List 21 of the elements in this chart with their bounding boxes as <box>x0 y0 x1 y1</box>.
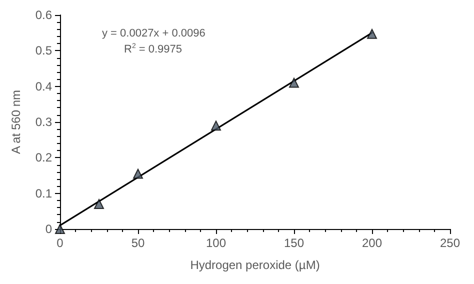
point <box>289 78 299 88</box>
y-tick-label: 0.5 <box>35 44 52 58</box>
y-tick-label: 0.6 <box>35 8 52 22</box>
x-tick-label: 100 <box>206 236 226 250</box>
y-tick-label: 0.2 <box>35 150 52 165</box>
point <box>133 168 143 179</box>
x-tick-label: 50 <box>131 236 145 250</box>
x-tick-label: 250 <box>440 236 460 250</box>
y-tick-label: 0.1 <box>35 186 52 200</box>
y-tick-label: 0.3 <box>35 115 52 129</box>
x-tick-label: 200 <box>362 236 382 250</box>
x-tick-label: 150 <box>284 236 304 250</box>
x-axis-title: Hydrogen peroxide (µM) <box>190 258 320 272</box>
point <box>94 199 104 210</box>
point <box>367 28 377 39</box>
point <box>211 120 221 131</box>
y-axis-title: A at 560 nm <box>9 90 23 154</box>
y-tick-label: 0.4 <box>35 79 52 94</box>
y-tick-label: 0 <box>45 222 52 236</box>
x-tick-label: 0 <box>56 236 64 250</box>
annotation: y = 0.0027x + 0.0096 <box>102 28 206 40</box>
